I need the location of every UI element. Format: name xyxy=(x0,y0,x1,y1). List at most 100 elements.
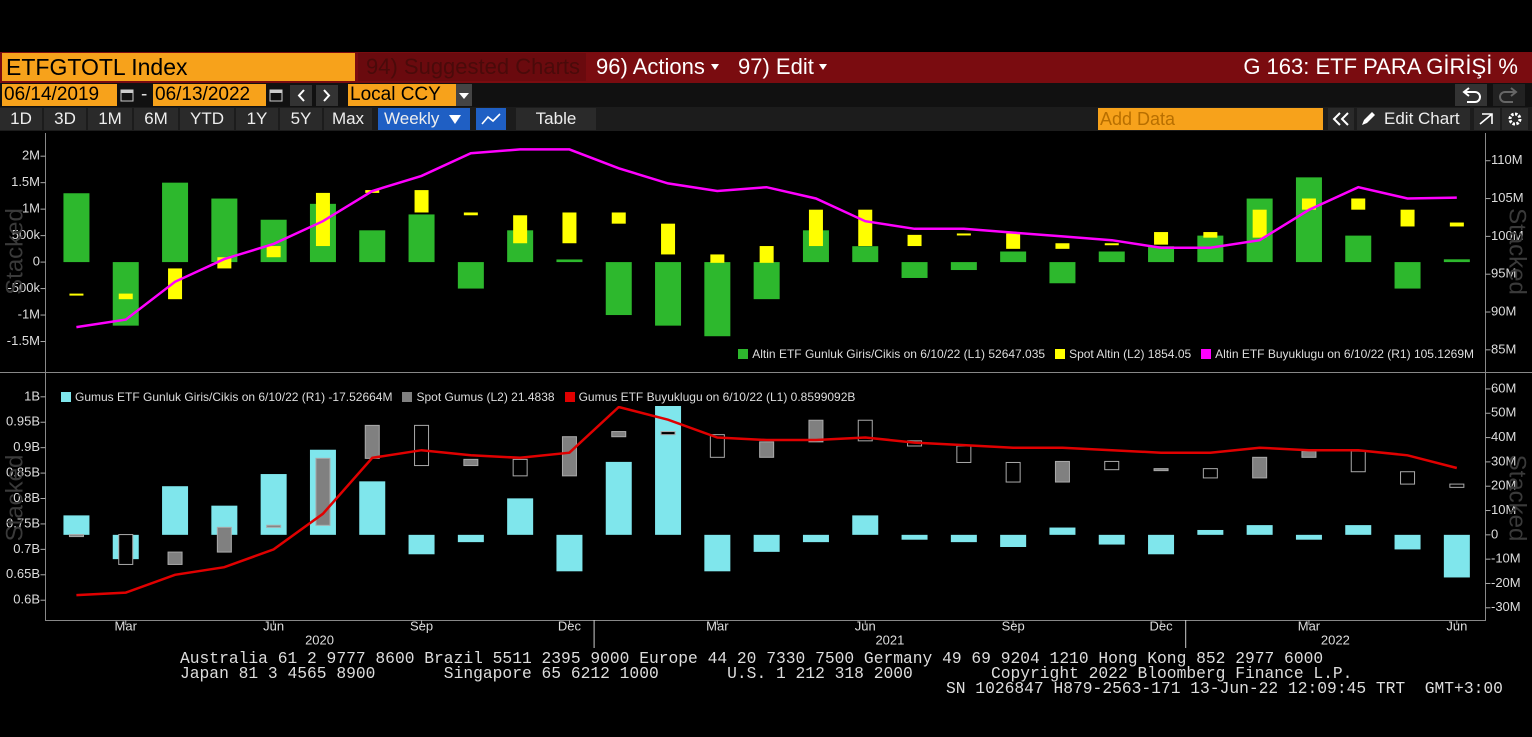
bar xyxy=(901,262,928,278)
bar xyxy=(507,498,534,535)
bar xyxy=(655,262,682,326)
candle xyxy=(266,246,281,258)
menu-actions[interactable]: 96) Actions xyxy=(590,53,728,81)
y2-tick-label: 0 xyxy=(1491,526,1498,541)
x-tick-label: Jun xyxy=(1446,618,1467,633)
candle xyxy=(168,268,183,300)
dropdown-icon xyxy=(711,64,719,70)
watermark: Stacked xyxy=(1504,208,1531,295)
legend-swatch xyxy=(1055,349,1066,359)
bar xyxy=(359,481,386,535)
period-button[interactable]: 5Y xyxy=(280,108,322,130)
period-button[interactable]: Max xyxy=(324,108,372,130)
candle xyxy=(315,192,330,247)
menu-edit[interactable]: 97) Edit xyxy=(732,53,835,81)
candle xyxy=(956,445,972,463)
candle xyxy=(266,524,282,528)
legend-item: Gumus ETF Buyuklugu on 6/10/22 (L1) 0.85… xyxy=(564,388,855,406)
bar xyxy=(211,198,238,263)
legend-swatch xyxy=(564,392,575,402)
bar xyxy=(901,534,928,540)
period-button[interactable]: 1D xyxy=(0,108,42,130)
dropdown-icon[interactable] xyxy=(456,84,472,106)
y-tick-label: 2M xyxy=(22,148,40,163)
bar xyxy=(556,259,583,263)
page-title: G 163: ETF PARA GİRİŞİ % xyxy=(1243,54,1518,79)
end-date[interactable]: 06/13/2022 xyxy=(153,84,266,106)
legend-top: Altin ETF Gunluk Giris/Cikis on 6/10/22 … xyxy=(732,345,1480,363)
watermark: Stacked xyxy=(1,455,28,542)
footer-line: SN 1026847 H879-2563-171 13-Jun-22 12:09… xyxy=(946,679,1503,698)
candle xyxy=(69,293,84,296)
bar xyxy=(162,486,189,535)
footer-line: Japan 81 3 4565 8900 Singapore 65 6212 1… xyxy=(180,664,1353,683)
bar xyxy=(1098,534,1125,545)
candle xyxy=(1449,222,1464,227)
y2-tick-label: 30M xyxy=(1491,453,1516,468)
bar xyxy=(1246,525,1273,535)
bar xyxy=(1345,235,1372,263)
calendar-icon[interactable] xyxy=(120,87,134,103)
y2-tick-label: 110M xyxy=(1491,152,1523,167)
watermark: Stacked xyxy=(1504,455,1531,542)
settings-icons[interactable] xyxy=(1474,108,1530,130)
period-button[interactable]: 3D xyxy=(44,108,86,130)
year-label: 2021 xyxy=(875,632,904,647)
candle xyxy=(660,431,676,436)
period-button[interactable]: 1M xyxy=(88,108,132,130)
start-date[interactable]: 06/14/2019 xyxy=(2,84,117,106)
bar xyxy=(63,515,90,535)
bar xyxy=(1148,246,1175,263)
menu-suggested[interactable]: 94) Suggested Charts xyxy=(358,53,586,81)
period-button[interactable]: 6M xyxy=(134,108,178,130)
bar xyxy=(556,534,583,572)
candle xyxy=(562,212,577,244)
period-button[interactable]: YTD xyxy=(180,108,234,130)
candle xyxy=(1400,471,1416,485)
y-tick-label: 0.95B xyxy=(6,414,40,429)
bar xyxy=(753,262,780,300)
y2-tick-label: 60M xyxy=(1491,380,1516,395)
legend-label: Altin ETF Gunluk Giris/Cikis on 6/10/22 … xyxy=(752,347,1046,361)
candle xyxy=(759,441,775,458)
period-button[interactable]: 1Y xyxy=(236,108,278,130)
undo-redo[interactable] xyxy=(1455,84,1530,106)
bar xyxy=(655,401,682,535)
edit-chart[interactable]: Edit Chart xyxy=(1378,108,1470,130)
collapse-icon[interactable] xyxy=(1328,108,1354,130)
currency[interactable]: Local CCY xyxy=(348,84,456,106)
bar xyxy=(1443,534,1470,578)
plot-top xyxy=(63,148,1470,337)
legend-label: Altin ETF Buyuklugu on 6/10/22 (R1) 105.… xyxy=(1215,347,1474,361)
legend-label: Spot Gumus (L2) 21.4838 xyxy=(416,390,555,404)
calendar-icon[interactable] xyxy=(269,87,283,103)
candle xyxy=(118,293,133,300)
x-tick-label: Jun xyxy=(855,618,876,633)
add-data[interactable]: Add Data xyxy=(1098,108,1323,130)
y-tick-label: -500k xyxy=(7,280,40,295)
security-field[interactable]: ETFGTOTL Index xyxy=(2,53,355,81)
bar xyxy=(1345,525,1372,535)
table-button[interactable]: Table xyxy=(516,108,596,130)
y-tick-label: 0.85B xyxy=(6,465,40,480)
chart-icon[interactable] xyxy=(476,108,506,130)
candle xyxy=(709,434,725,458)
frequency[interactable]: Weekly xyxy=(378,108,470,130)
period-buttons: 1D 3D 1M 6M YTD 1Y 5Y Max xyxy=(0,108,372,130)
bar xyxy=(1049,262,1076,284)
candle xyxy=(1202,468,1218,479)
nav-arrows[interactable] xyxy=(290,85,340,106)
legend-swatch xyxy=(738,349,749,359)
candle xyxy=(1252,209,1267,238)
dropdown-icon xyxy=(819,64,827,70)
candle xyxy=(1153,468,1169,472)
bar xyxy=(1049,527,1076,535)
candle xyxy=(1400,209,1415,227)
candle xyxy=(1301,450,1317,458)
bar xyxy=(1394,534,1421,550)
bar xyxy=(260,474,287,535)
bar xyxy=(1197,529,1224,535)
y-tick-label: 0.7B xyxy=(13,541,40,556)
y2-tick-label: 90M xyxy=(1491,303,1516,318)
candle xyxy=(759,246,774,263)
